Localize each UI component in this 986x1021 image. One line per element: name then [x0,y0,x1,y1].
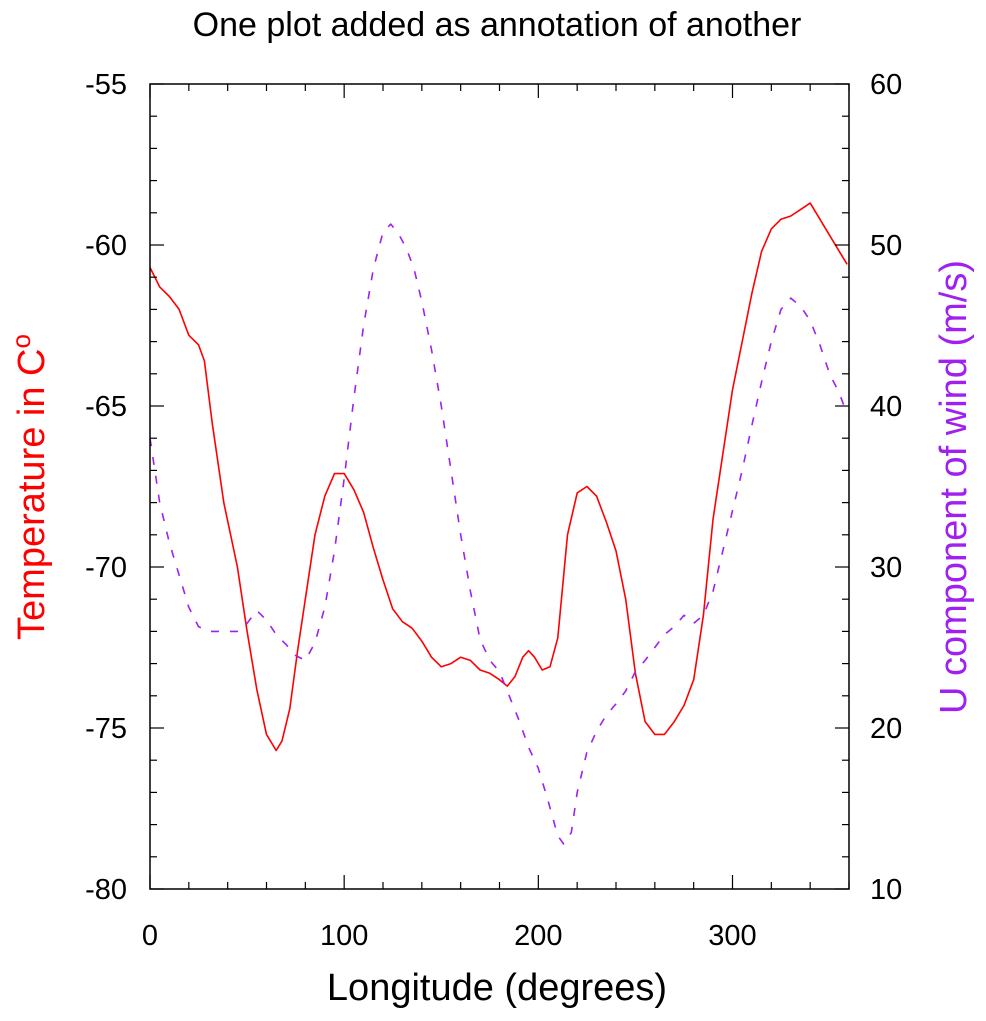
chart-title: One plot added as annotation of another [193,6,802,44]
series-line-wind [149,223,848,845]
x-tick-label: 200 [514,920,562,952]
left-axis-label-text: Temperature in C [11,349,53,640]
left-tick-label: -60 [85,230,127,262]
left-tick-label: -55 [85,69,127,101]
right-tick-label: 20 [870,713,902,745]
x-tick-label: 300 [708,920,756,952]
x-axis-label: Longitude (degrees) [327,967,667,1009]
left-axis-label-superscript: o [6,334,36,348]
right-tick-label: 50 [870,230,902,262]
right-tick-label: 60 [870,69,902,101]
left-tick-label: -75 [85,713,127,745]
left-axis-label: Temperature in Co [6,334,53,640]
plot-frame [149,83,850,890]
x-tick-label: 0 [142,920,158,952]
left-tick-label: -80 [85,874,127,906]
right-tick-label: 10 [870,874,902,906]
right-tick-label: 30 [870,552,902,584]
right-tick-label: 40 [870,391,902,423]
series-layer [149,202,848,845]
left-tick-label: -65 [85,391,127,423]
left-tick-label: -70 [85,552,127,584]
series-line-temperature [149,202,848,752]
axes-layer: 0 100 200 300 -80 -75 -70 -65 -60 -55 10 20 30 40 50 60 [85,69,902,952]
x-tick-label: 100 [320,920,368,952]
right-axis-label: U component of wind (m/s) [933,260,975,714]
